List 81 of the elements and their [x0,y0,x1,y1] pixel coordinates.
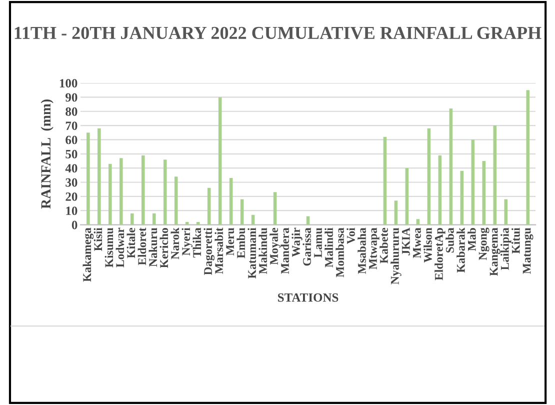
y-axis-title: RAINFALL (mm) [40,99,54,209]
x-tick-label: Kitale [126,228,136,258]
x-tick-label: Kitui [512,228,520,254]
x-tick-label: Embu [236,228,246,258]
x-tick-label: Matungu [522,228,534,274]
x-tick-label: Nyahururu [390,228,402,284]
chart-title: 11TH - 20TH JANUARY 2022 CUMULATIVE RAINFALL GRAPH [14,26,542,40]
x-tick-label: Lamu [314,228,322,258]
x-tick-label: Narok [170,228,180,260]
y-tick-label: 40 [65,164,78,173]
x-axis-title: STATIONS [278,293,338,302]
y-tick-label: 90 [66,93,78,102]
bar [504,199,508,225]
bar [471,140,475,225]
bar [120,158,123,225]
x-tick-label: Thika [192,228,202,258]
x-tick-label: Mtwapa [369,228,380,270]
y-tick-label: 100 [60,79,78,88]
x-tick-label: Nakuru [148,228,158,267]
bar [86,132,90,225]
y-tick-label: 70 [66,122,78,130]
bar [108,164,112,225]
bar [405,168,409,225]
x-tick-label: Ngong [478,228,490,260]
x-tick-label: JKIA [402,228,410,256]
bar [449,108,453,225]
bar [383,136,387,225]
x-tick-label: Katumani [248,228,256,279]
bar [152,213,156,225]
bar [185,222,189,225]
bar [460,170,464,225]
bar [493,126,497,225]
bar [163,160,167,225]
x-tick-label: Voi [346,228,356,244]
y-tick-label: 20 [66,192,78,201]
y-tick-label: 10 [66,206,78,216]
bar [98,128,101,225]
bar [482,160,486,225]
x-tick-label: Nyeri [182,228,192,256]
x-tick-label: Meru [226,228,234,256]
x-tick-label: EldoretAp [434,228,446,280]
x-tick-label: Garissa [302,228,311,266]
x-tick-label: Mwea [413,228,421,258]
bar [438,155,442,225]
y-tick-label: 50 [66,150,78,158]
bar [207,188,211,225]
x-tick-label: Mombasa [336,228,344,278]
x-tick-label: Makindu [258,228,268,274]
bar [273,192,277,225]
x-tick-label: Marsabit [214,228,224,274]
y-tick-label: 0 [72,220,78,230]
x-tick-label: Kangema [490,228,500,276]
x-tick-label: Lodwar [116,228,124,268]
bar [141,155,145,225]
x-tick-label: Kakamega [82,228,94,282]
x-tick-label: Suba [446,228,454,253]
x-tick-label: Laikipia [500,228,512,270]
x-tick-label: Kisii [94,228,102,251]
x-tick-label: Dagoretti [204,228,214,275]
bar [174,176,178,225]
y-tick-label: 80 [66,107,78,116]
x-tick-label: Mandera [280,228,289,274]
x-tick-label: Wajir [292,228,302,257]
x-tick-label: Eldoret [138,228,146,266]
y-tick-label: 60 [66,136,78,144]
x-tick-label: Kabete [380,228,388,264]
bar [427,128,431,225]
x-tick-label: Malindi [324,228,333,268]
bar [526,90,530,225]
bar [218,97,222,225]
bar [130,213,134,225]
x-tick-label: Kabarak [456,228,465,273]
bar [394,200,398,225]
y-tick-label: 30 [66,178,78,187]
x-tick-label: Moyale [270,228,280,265]
bar [229,178,233,225]
x-tick-label: Kericho [160,228,168,268]
x-tick-label: Mab [468,228,476,251]
x-tick-label: Wilson [424,228,432,263]
x-tick-label: Msabaha [358,228,366,274]
x-tick-label: Kisumu [104,228,114,268]
